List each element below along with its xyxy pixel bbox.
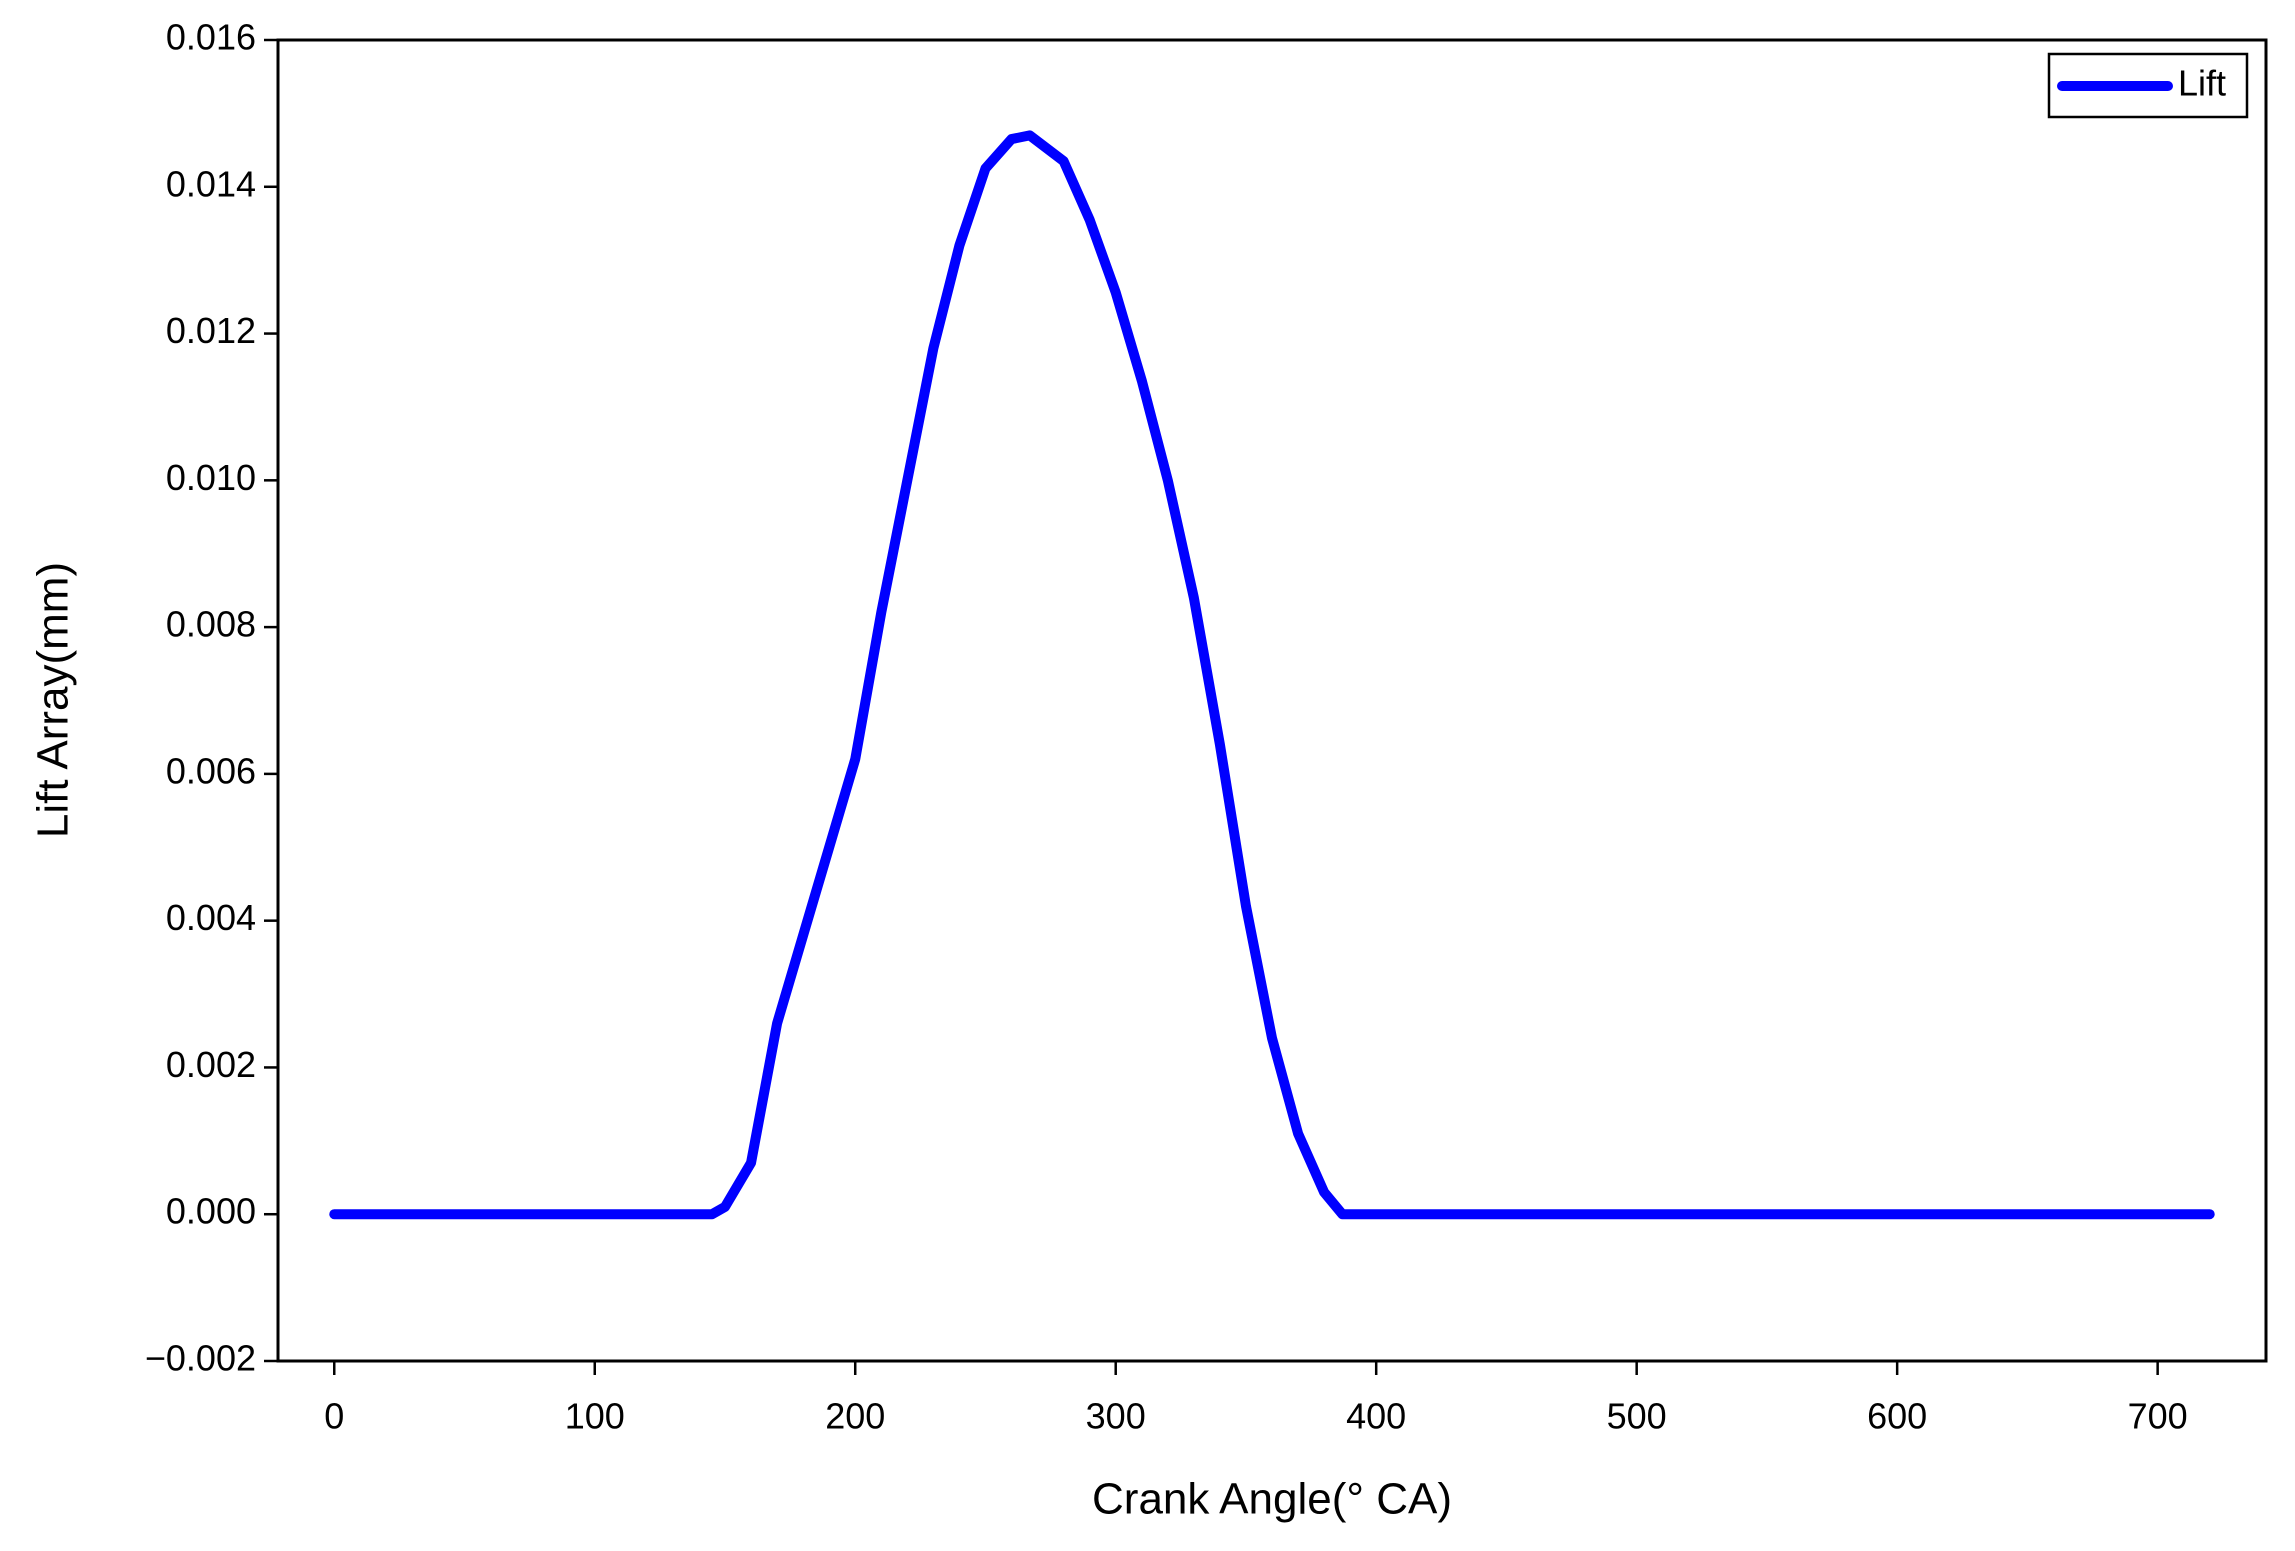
y-tick-label: 0.012 <box>166 310 256 351</box>
x-tick-label: 700 <box>2128 1396 2188 1437</box>
y-tick-label: 0.002 <box>166 1044 256 1085</box>
x-tick-label: 300 <box>1086 1396 1146 1437</box>
data-line <box>329 130 2215 1220</box>
y-tick-label: 0.004 <box>166 897 256 938</box>
x-tick-label: 200 <box>825 1396 885 1437</box>
x-tick-label: 100 <box>565 1396 625 1437</box>
x-tick-label: 600 <box>1867 1396 1927 1437</box>
legend-label: Lift <box>2178 63 2226 104</box>
y-tick-label: 0.008 <box>166 604 256 645</box>
x-tick-label: 0 <box>324 1396 344 1437</box>
y-tick-label: 0.006 <box>166 750 256 791</box>
y-tick-label: 0.016 <box>166 17 256 58</box>
x-tick-label: 500 <box>1607 1396 1667 1437</box>
y-axis-title: Lift Array(mm) <box>29 562 78 838</box>
y-tick-label: −0.002 <box>145 1338 256 1379</box>
y-tick-label: 0.010 <box>166 457 256 498</box>
y-tick-label: 0.014 <box>166 163 256 204</box>
plot-frame <box>276 38 2268 1363</box>
y-tick-label: 0.000 <box>166 1191 256 1232</box>
x-tick-label: 400 <box>1346 1396 1406 1437</box>
x-axis-title: Crank Angle(° CA) <box>1092 1475 1452 1524</box>
